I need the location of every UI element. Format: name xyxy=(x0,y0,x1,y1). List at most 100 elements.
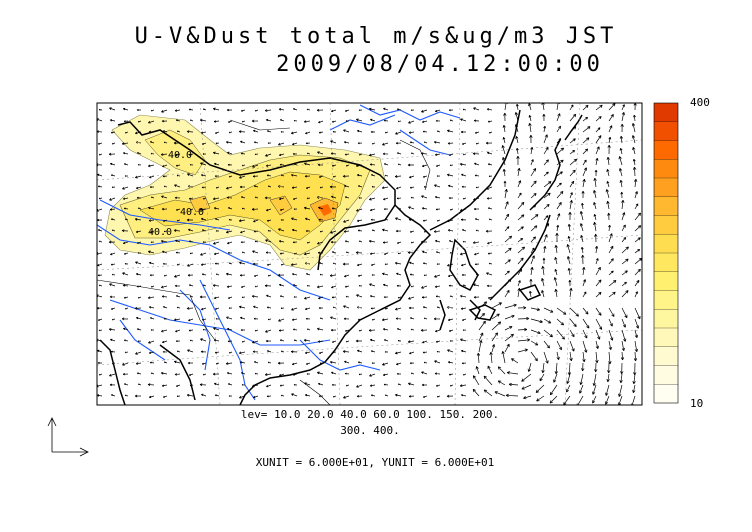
wind-vector xyxy=(423,361,428,364)
wind-vector xyxy=(228,218,233,221)
wind-vector xyxy=(176,306,181,309)
wind-vector xyxy=(434,184,441,188)
wind-vector xyxy=(517,180,522,188)
wind-vector xyxy=(149,274,155,277)
graticule xyxy=(97,103,642,405)
wind-vector xyxy=(384,218,389,221)
wind-vector xyxy=(266,174,272,177)
wind-vector xyxy=(460,218,467,221)
wind-vector xyxy=(621,199,625,210)
wind-vector xyxy=(174,109,181,112)
wind-vector xyxy=(605,384,610,396)
wind-vector xyxy=(173,229,181,232)
wind-vector xyxy=(556,103,560,111)
wind-vector xyxy=(188,240,194,243)
wind-vector xyxy=(395,317,402,320)
wind-vector xyxy=(212,107,220,111)
wind-vector xyxy=(226,196,233,199)
wind-vector xyxy=(556,159,564,166)
wind-vector xyxy=(356,306,363,309)
wind-vector xyxy=(213,207,220,210)
wind-vector xyxy=(304,175,311,178)
wind-vector xyxy=(569,138,576,144)
wind-vector xyxy=(135,273,142,276)
wind-vector xyxy=(240,230,246,234)
wind-vector xyxy=(202,328,207,331)
wind-vector xyxy=(161,207,168,211)
wind-vector xyxy=(473,296,480,299)
wind-vector xyxy=(582,340,588,353)
wind-vector xyxy=(528,290,532,298)
wind-vector xyxy=(267,318,272,321)
wind-vector xyxy=(149,141,155,144)
wind-vector xyxy=(410,285,415,288)
wind-vector xyxy=(212,372,220,376)
wind-vector xyxy=(200,162,207,166)
wind-vector xyxy=(213,241,220,245)
wind-vector xyxy=(579,373,584,385)
wind-vector xyxy=(608,307,615,317)
wind-vector xyxy=(436,175,441,177)
wind-vector xyxy=(371,142,376,145)
wind-vector xyxy=(266,219,272,222)
wind-vector xyxy=(421,109,428,113)
wind-vector xyxy=(319,186,324,189)
wind-vector xyxy=(109,107,116,111)
wind-vector xyxy=(278,153,285,157)
wind-vector xyxy=(516,155,520,166)
wind-vector xyxy=(226,316,233,320)
wind-vector xyxy=(214,394,220,397)
wind-vector xyxy=(449,252,454,254)
wind-vector xyxy=(556,138,562,144)
wind-vector xyxy=(254,285,259,288)
wind-vector xyxy=(225,186,233,190)
wind-vector xyxy=(136,241,142,244)
wind-vector xyxy=(122,362,129,366)
wind-vector xyxy=(397,296,402,299)
wind-vector xyxy=(634,248,641,254)
wind-vector xyxy=(422,250,428,254)
wind-vector xyxy=(239,185,246,189)
wind-vector xyxy=(345,295,350,298)
wind-vector xyxy=(478,301,488,309)
wind-vector xyxy=(421,195,428,199)
wind-vector xyxy=(566,256,571,265)
wind-vector xyxy=(501,351,506,364)
wind-vector xyxy=(253,129,259,133)
wind-vector xyxy=(148,395,155,399)
wind-vector xyxy=(397,120,402,123)
wind-vector xyxy=(594,362,598,373)
wind-vector xyxy=(267,229,272,232)
wind-vector xyxy=(633,362,637,376)
wind-vector xyxy=(382,328,389,331)
wind-vector xyxy=(410,241,415,244)
wind-vector xyxy=(569,329,575,338)
wind-vector xyxy=(504,270,510,276)
wind-vector xyxy=(530,266,534,276)
wind-vector xyxy=(149,175,155,179)
wind-vector xyxy=(568,211,572,221)
wind-vector xyxy=(504,247,512,254)
wind-vector xyxy=(135,261,142,265)
wind-vector xyxy=(421,164,428,168)
wind-vector xyxy=(543,159,549,166)
wind-vector xyxy=(521,373,532,382)
wind-vector xyxy=(421,383,428,387)
wind-vector xyxy=(110,218,116,221)
wind-vector xyxy=(620,191,624,199)
wind-vector xyxy=(435,164,441,167)
wind-vector xyxy=(97,142,103,145)
wind-vector xyxy=(319,273,324,276)
wind-vector xyxy=(150,329,155,331)
wind-vector xyxy=(332,395,337,398)
wind-vector xyxy=(279,295,285,298)
wind-vector xyxy=(278,197,285,201)
wind-vector xyxy=(553,277,558,287)
wind-vector xyxy=(175,119,181,122)
wind-vector xyxy=(396,328,402,331)
wind-vector xyxy=(187,185,194,188)
wind-vector xyxy=(253,230,259,233)
wind-vector xyxy=(511,358,519,364)
wind-vector xyxy=(383,383,389,386)
wind-vector xyxy=(279,339,285,342)
